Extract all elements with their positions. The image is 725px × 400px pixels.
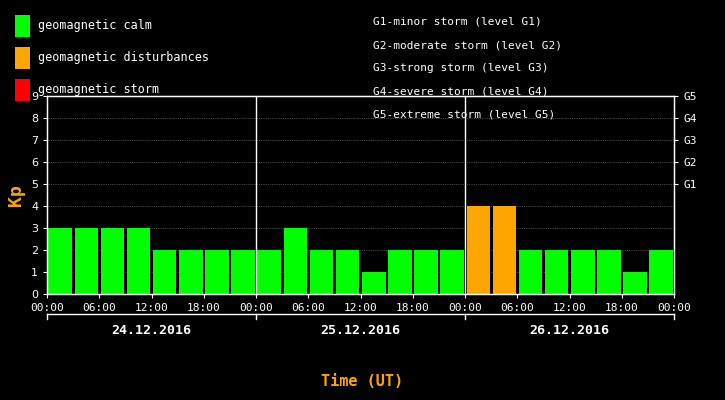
Bar [179, 250, 202, 294]
Bar [153, 250, 176, 294]
Bar [336, 250, 360, 294]
Bar [127, 228, 150, 294]
Bar [283, 228, 307, 294]
Text: 26.12.2016: 26.12.2016 [530, 324, 610, 336]
Bar [519, 250, 542, 294]
Bar [101, 228, 124, 294]
Bar [75, 228, 98, 294]
Bar [493, 206, 516, 294]
Text: geomagnetic disturbances: geomagnetic disturbances [38, 52, 209, 64]
Bar [231, 250, 255, 294]
Bar [571, 250, 594, 294]
Bar [310, 250, 334, 294]
Bar [466, 206, 490, 294]
Bar [440, 250, 464, 294]
Text: Time (UT): Time (UT) [321, 374, 404, 390]
Bar [257, 250, 281, 294]
Bar [362, 272, 386, 294]
Bar [650, 250, 673, 294]
Text: geomagnetic calm: geomagnetic calm [38, 20, 152, 32]
Text: G4-severe storm (level G4): G4-severe storm (level G4) [373, 87, 549, 97]
Text: 24.12.2016: 24.12.2016 [112, 324, 191, 336]
Bar [49, 228, 72, 294]
Bar [414, 250, 438, 294]
Text: G1-minor storm (level G1): G1-minor storm (level G1) [373, 17, 542, 27]
Text: G3-strong storm (level G3): G3-strong storm (level G3) [373, 64, 549, 74]
Bar [205, 250, 228, 294]
Bar [597, 250, 621, 294]
Bar [545, 250, 568, 294]
Text: G5-extreme storm (level G5): G5-extreme storm (level G5) [373, 110, 555, 120]
Text: 25.12.2016: 25.12.2016 [320, 324, 401, 336]
Bar [388, 250, 412, 294]
Text: geomagnetic storm: geomagnetic storm [38, 84, 159, 96]
Y-axis label: Kp: Kp [7, 184, 25, 206]
Text: G2-moderate storm (level G2): G2-moderate storm (level G2) [373, 40, 563, 50]
Bar [624, 272, 647, 294]
